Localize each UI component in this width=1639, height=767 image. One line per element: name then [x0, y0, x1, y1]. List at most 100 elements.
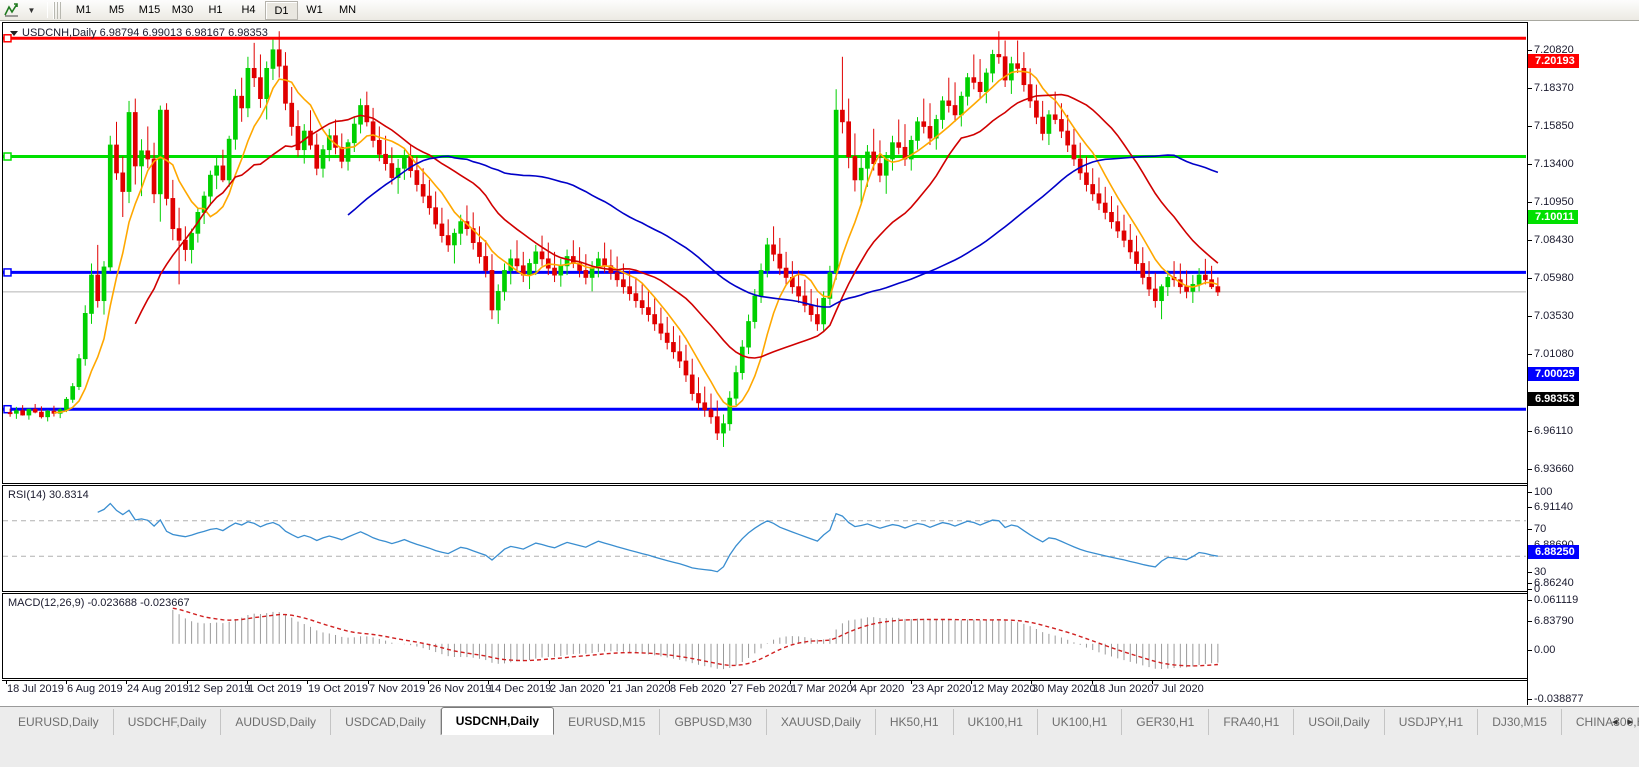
rsi-tick: 0 — [1528, 583, 1540, 595]
chart-tab-usdchf-daily[interactable]: USDCHF,Daily — [114, 709, 222, 735]
time-axis: 18 Jul 2019 6 Aug 2019 24 Aug 2019 12 Sep 2… — [2, 680, 1527, 706]
rsi-plot — [3, 502, 1526, 573]
chart-tab-gbpusd-m30[interactable]: GBPUSD,M30 — [660, 709, 767, 735]
time-tick: 18 Jun 2020 — [1092, 680, 1154, 695]
timeframe-m15[interactable]: M15 — [138, 3, 161, 16]
indicator-icon[interactable] — [0, 1, 22, 20]
toolbar-divider — [47, 2, 48, 18]
chart-tab-hk50-h1[interactable]: HK50,H1 — [876, 709, 954, 735]
timeframe-m1[interactable]: M1 — [75, 3, 92, 16]
macd-tick: 0.061119 — [1528, 594, 1578, 606]
price-tick: 7.03530 — [1528, 310, 1574, 322]
timeframe-mn[interactable]: MN — [338, 3, 357, 16]
chart-tabstrip: EURUSD,Daily USDCHF,Daily AUDUSD,Daily USDC… — [0, 707, 1639, 737]
price-tick: 7.10950 — [1528, 196, 1574, 208]
pivot-price-label[interactable]: 7.10011 — [1528, 210, 1579, 224]
time-tick: 27 Feb 2020 — [730, 680, 793, 695]
timeframe-w1[interactable]: W1 — [306, 3, 323, 16]
time-tick: 12 May 2020 — [971, 680, 1036, 695]
level-handle[interactable] — [3, 404, 12, 414]
price-tick: 7.08430 — [1528, 234, 1574, 246]
macd-pane[interactable] — [2, 593, 1527, 679]
chart-tab-usdcad-daily[interactable]: USDCAD,Daily — [331, 709, 441, 735]
price-tick: 6.96110 — [1528, 425, 1573, 437]
chart-tab-eurusd-m15[interactable]: EURUSD,M15 — [554, 709, 661, 735]
price-tick: 7.05980 — [1528, 272, 1574, 284]
time-tick: 18 Jul 2019 — [6, 680, 64, 695]
time-tick: 2 Jan 2020 — [548, 680, 605, 695]
time-tick: 26 Nov 2019 — [427, 680, 492, 695]
chart-tab-xauusd-daily[interactable]: XAUUSD,Daily — [767, 709, 876, 735]
top-toolbar: ▼ M1 M5 M15 M30 H1 H4 D1 W1 MN — [0, 0, 1639, 21]
macd-tick: -0.038877 — [1528, 693, 1584, 705]
price-tick: 7.18370 — [1528, 82, 1574, 94]
macd-histogram — [172, 609, 1219, 670]
ma-line-55 — [347, 154, 1219, 308]
support2-price-label[interactable]: 6.88250 — [1528, 545, 1579, 559]
time-tick: 30 May 2020 — [1031, 680, 1096, 695]
chart-tab-audusd-daily[interactable]: AUDUSD,Daily — [221, 709, 332, 735]
last-price-label[interactable]: 6.98353 — [1528, 392, 1579, 406]
price-tick: 6.91140 — [1528, 501, 1573, 513]
grip-icon[interactable] — [53, 1, 62, 19]
price-tick: 6.86240 — [1528, 577, 1574, 589]
time-tick: 14 Dec 2019 — [487, 680, 552, 695]
rsi-line — [97, 502, 1219, 573]
price-tick: 7.15850 — [1528, 120, 1574, 132]
resistance-price-label[interactable]: 7.20193 — [1528, 54, 1579, 68]
price-axis[interactable]: 7.20820 7.18370 7.15850 7.13400 7.10950 7.084… — [1527, 22, 1639, 705]
price-pane[interactable] — [2, 22, 1527, 484]
chart-tab-fra40-h1[interactable]: FRA40,H1 — [1209, 709, 1295, 735]
candle-series — [7, 31, 1221, 447]
tab-next-icon[interactable]: ▸ — [1627, 716, 1633, 728]
price-tick: 7.01080 — [1528, 348, 1574, 360]
rsi-tick: 70 — [1528, 523, 1546, 535]
time-tick: 23 Apr 2020 — [910, 680, 972, 695]
timeframe-m5[interactable]: M5 — [108, 3, 125, 16]
rsi-tick: 100 — [1528, 486, 1552, 498]
price-tick: 7.20820 — [1528, 44, 1574, 56]
tab-prev-icon[interactable]: ◂ — [1611, 716, 1618, 728]
chart-tab-uk100-h1[interactable]: UK100,H1 — [954, 709, 1038, 735]
timeframe-group: M1 M5 M15 M30 H1 H4 D1 W1 MN — [67, 0, 364, 20]
price-plot — [3, 31, 1526, 447]
level-handle[interactable] — [3, 268, 12, 277]
rsi-pane[interactable] — [2, 485, 1527, 592]
chart-canvas[interactable]: USDCNH,Daily 6.98794 6.99013 6.98167 6.9… — [0, 22, 1639, 705]
time-tick: 4 Apr 2020 — [849, 680, 905, 695]
macd-signal-line — [172, 607, 1218, 667]
chart-tab-china300-h4[interactable]: CHINA300,H4 — [1562, 709, 1639, 735]
level-handle[interactable] — [3, 34, 12, 43]
chart-tab-eurusd-daily[interactable]: EURUSD,Daily — [4, 709, 114, 735]
time-tick: 12 Sep 2019 — [186, 680, 251, 695]
time-tick: 6 Aug 2019 — [66, 680, 123, 695]
time-tick: 8 Feb 2020 — [669, 680, 726, 695]
time-tick: 7 Nov 2019 — [367, 680, 426, 695]
chevron-down-icon[interactable]: ▼ — [27, 5, 36, 15]
macd-tick: 0.00 — [1528, 644, 1555, 656]
level-handle[interactable] — [3, 152, 12, 161]
ma-line-21 — [134, 93, 1219, 359]
macd-plot — [172, 607, 1219, 670]
chart-tab-dj30-m15[interactable]: DJ30,M15 — [1478, 709, 1562, 735]
price-tick: 6.93660 — [1528, 463, 1574, 475]
time-tick: 24 Aug 2019 — [126, 680, 189, 695]
price-tick: 7.13400 — [1528, 158, 1574, 170]
timeframe-d1[interactable]: D1 — [265, 0, 298, 20]
chart-tabbar: EURUSD,Daily USDCHF,Daily AUDUSD,Daily USDC… — [0, 706, 1639, 767]
time-tick: 21 Jan 2020 — [609, 680, 671, 695]
time-tick: 17 Mar 2020 — [790, 680, 853, 695]
timeframe-h1[interactable]: H1 — [208, 3, 223, 16]
chart-tab-usdjpy-h1[interactable]: USDJPY,H1 — [1385, 709, 1479, 735]
chart-tab-usdcnh-daily[interactable]: USDCNH,Daily — [440, 707, 555, 735]
timeframe-h4[interactable]: H4 — [241, 3, 256, 16]
tab-nav: ◂ ▸ — [1612, 715, 1633, 728]
chart-tab-uk100-h1[interactable]: UK100,H1 — [1038, 709, 1123, 735]
support-price-label[interactable]: 7.00029 — [1528, 367, 1579, 381]
ma-line-8 — [53, 70, 1219, 414]
chart-tab-usoil-daily[interactable]: USOil,Daily — [1294, 709, 1385, 735]
timeframe-m30[interactable]: M30 — [171, 3, 194, 16]
time-tick: 1 Oct 2019 — [247, 680, 302, 695]
chart-tab-ger30-h1[interactable]: GER30,H1 — [1122, 709, 1210, 735]
time-tick: 7 Jul 2020 — [1152, 680, 1204, 695]
